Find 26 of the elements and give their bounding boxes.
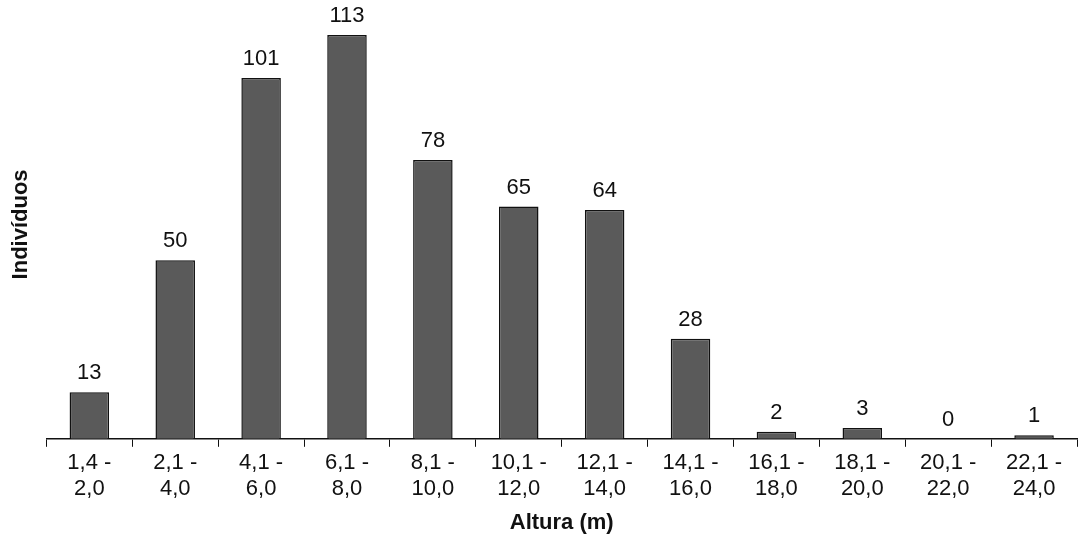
data-label: 65	[506, 173, 531, 199]
x-tick-label: 1,4 - 2,0	[67, 449, 112, 501]
x-tick-label: 8,1 - 10,0	[410, 449, 455, 501]
data-label: 50	[162, 227, 188, 253]
data-label: 13	[77, 359, 102, 385]
data-label: 2	[770, 398, 783, 424]
y-axis-title: Indivíduos	[7, 169, 33, 280]
data-label: 0	[942, 405, 955, 431]
x-tick-label: 6,1 - 8,0	[324, 449, 370, 501]
data-label: 113	[329, 2, 365, 28]
data-label: 78	[420, 127, 446, 153]
x-tick-label: 12,1 - 14,0	[576, 449, 633, 501]
x-tick-label: 10,1 - 12,0	[490, 449, 547, 501]
x-tick-label: 20,1 - 22,0	[920, 449, 977, 501]
x-tick-label: 18,1 - 20,0	[834, 449, 891, 501]
x-tick-label: 22,1 - 24,0	[1005, 449, 1063, 501]
x-tick-label: 14,1 - 16,0	[662, 449, 719, 501]
x-axis-title: Altura (m)	[509, 508, 614, 534]
x-tick-label: 2,1 - 4,0	[153, 449, 198, 501]
data-label: 101	[242, 44, 280, 70]
data-label: 3	[856, 395, 869, 421]
x-tick-label: 4,1 - 6,0	[239, 449, 284, 501]
data-label: 28	[678, 305, 703, 331]
data-label: 1	[1027, 402, 1041, 428]
data-label: 64	[592, 177, 617, 203]
x-tick-label: 16,1 - 18,0	[748, 449, 805, 501]
